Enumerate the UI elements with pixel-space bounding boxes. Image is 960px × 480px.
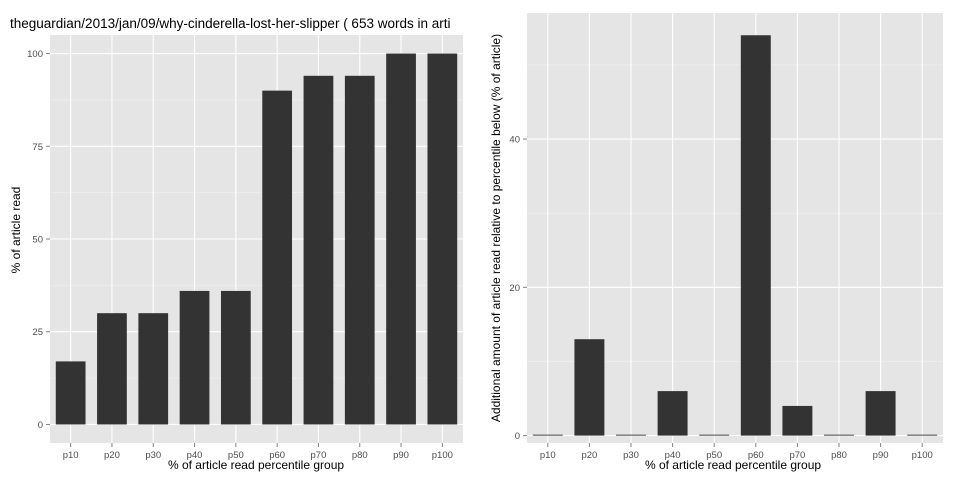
left-bar-p40 xyxy=(179,290,210,425)
right-bar-p50 xyxy=(699,434,730,436)
left-x-tick-label: p40 xyxy=(187,450,203,461)
left-y-tick-label: 50 xyxy=(32,235,43,246)
left-y-tick-label: 100 xyxy=(27,49,43,60)
right-x-tick-label: p90 xyxy=(873,450,889,461)
right-bar-p60 xyxy=(740,35,771,436)
left-y-tick-label: 0 xyxy=(38,420,43,431)
right-x-tick-label: p10 xyxy=(540,450,556,461)
left-x-tick-label: p80 xyxy=(352,450,368,461)
left-x-tick-label: p100 xyxy=(432,450,453,461)
left-x-tick-label: p10 xyxy=(63,450,79,461)
right-x-tick-label: p40 xyxy=(665,450,681,461)
right-x-tick-label: p100 xyxy=(912,450,933,461)
left-x-tick-label: p50 xyxy=(228,450,244,461)
right-bar-p30 xyxy=(616,434,646,436)
left-bar-p100 xyxy=(427,53,458,425)
right-y-tick-label: 20 xyxy=(509,283,520,294)
left-bar-p20 xyxy=(97,313,127,425)
left-x-tick-label: p20 xyxy=(104,450,120,461)
right-bar-p90 xyxy=(865,391,896,436)
right-bar-p100 xyxy=(907,434,938,436)
left-y-tick-label: 25 xyxy=(32,327,43,338)
right-panel: 0 20 40 p10 p20 p30 p40 p50 p60 p70 p80 p90 p100 xyxy=(509,13,943,461)
right-bar-p80 xyxy=(824,434,854,436)
right-y-axis-title: Additional amount of article read relati… xyxy=(489,34,503,422)
right-x-tick-label: p80 xyxy=(831,450,847,461)
right-y-tick-label: 40 xyxy=(509,135,520,146)
left-bar-p80 xyxy=(344,75,375,425)
right-x-tick-label: p60 xyxy=(748,450,764,461)
left-y-axis-title: % of article read xyxy=(9,187,23,274)
left-y-tick-label: 75 xyxy=(32,142,43,153)
left-x-tick-label: p30 xyxy=(145,450,161,461)
right-x-axis-title: % of article read percentile group xyxy=(645,458,821,472)
chart-title: theguardian/2013/jan/09/why-cinderella-l… xyxy=(10,16,450,31)
left-bar-p60 xyxy=(262,90,293,425)
right-x-tick-label: p70 xyxy=(789,450,805,461)
left-x-tick-label: p70 xyxy=(311,450,327,461)
right-y-tick-label: 0 xyxy=(515,431,520,442)
right-bar-p70 xyxy=(782,405,813,436)
right-bar-p40 xyxy=(657,391,688,436)
left-bar-p50 xyxy=(220,290,251,425)
left-x-axis-title: % of article read percentile group xyxy=(168,458,344,472)
right-x-tick-label: p30 xyxy=(623,450,639,461)
left-bar-p70 xyxy=(303,75,334,425)
left-x-tick-label: p60 xyxy=(269,450,285,461)
left-bar-p30 xyxy=(138,313,169,425)
right-bar-p10 xyxy=(532,434,563,436)
right-x-tick-label: p20 xyxy=(581,450,597,461)
left-bar-p10 xyxy=(55,361,86,425)
left-panel: 0 25 50 75 100 p10 p20 p30 p40 p50 p60 p70 p80 p90 p10… xyxy=(27,35,463,461)
left-bar-p90 xyxy=(386,53,416,425)
right-x-tick-label: p50 xyxy=(706,450,722,461)
left-x-tick-label: p90 xyxy=(393,450,409,461)
right-bar-p20 xyxy=(574,339,605,436)
